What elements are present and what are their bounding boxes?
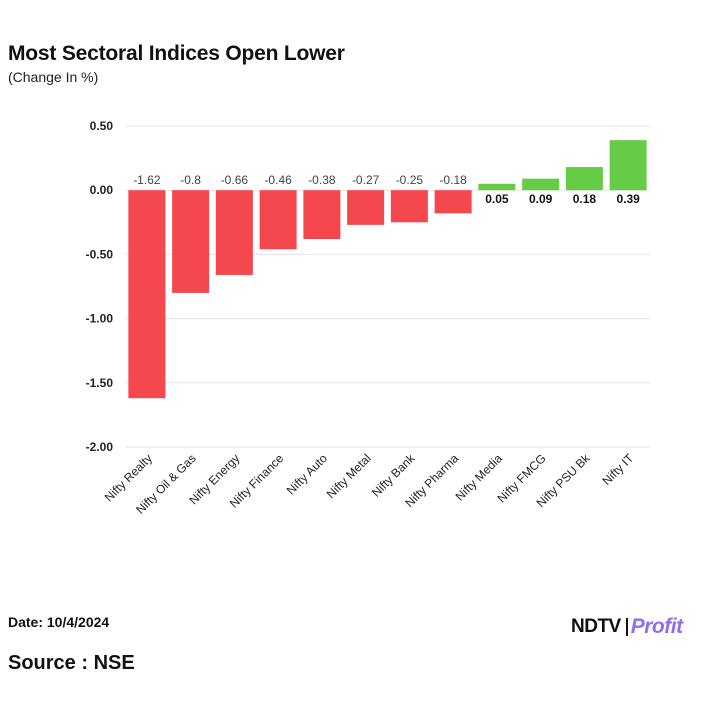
bar	[478, 183, 516, 191]
source-label: Source : NSE	[8, 652, 135, 674]
chart-title: Most Sectoral Indices Open Lower	[8, 42, 345, 65]
y-tick-label: -2.00	[86, 440, 114, 454]
logo-divider	[625, 618, 628, 636]
y-tick-label: 0.00	[90, 183, 114, 197]
bar	[172, 190, 210, 293]
data-label: 0.05	[485, 192, 509, 206]
bar	[609, 140, 647, 191]
data-label: 0.09	[529, 192, 553, 206]
data-label: -0.8	[180, 173, 201, 187]
y-tick-label: -0.50	[86, 247, 114, 261]
y-tick-label: -1.00	[86, 312, 114, 326]
data-label: 0.18	[573, 192, 597, 206]
bar	[128, 190, 166, 399]
bar	[522, 178, 560, 191]
y-tick-label: 0.50	[90, 119, 114, 133]
x-tick-label: Nifty IT	[599, 451, 636, 488]
bar	[259, 190, 297, 250]
data-label: -0.38	[308, 173, 336, 187]
bar	[347, 190, 385, 225]
chart-subtitle: (Change In %)	[8, 69, 99, 85]
data-label: -0.25	[396, 173, 424, 187]
bar	[565, 167, 603, 191]
data-label: -1.62	[133, 173, 161, 187]
bar	[215, 190, 253, 275]
data-label: -0.27	[352, 173, 380, 187]
logo-product: Profit	[630, 615, 683, 638]
x-tick-label: Nifty Metal	[324, 451, 374, 501]
date-label: Date: 10/4/2024	[8, 614, 110, 630]
bar	[390, 190, 428, 223]
bar	[303, 190, 341, 239]
ndtv-profit-logo: NDTV Profit	[571, 614, 683, 640]
y-tick-label: -1.50	[86, 376, 114, 390]
bar	[434, 190, 472, 214]
data-label: 0.39	[616, 192, 640, 206]
data-label: -0.46	[264, 173, 292, 187]
data-label: -0.66	[221, 173, 249, 187]
data-label: -0.18	[439, 173, 467, 187]
logo-brand: NDTV	[571, 616, 621, 637]
